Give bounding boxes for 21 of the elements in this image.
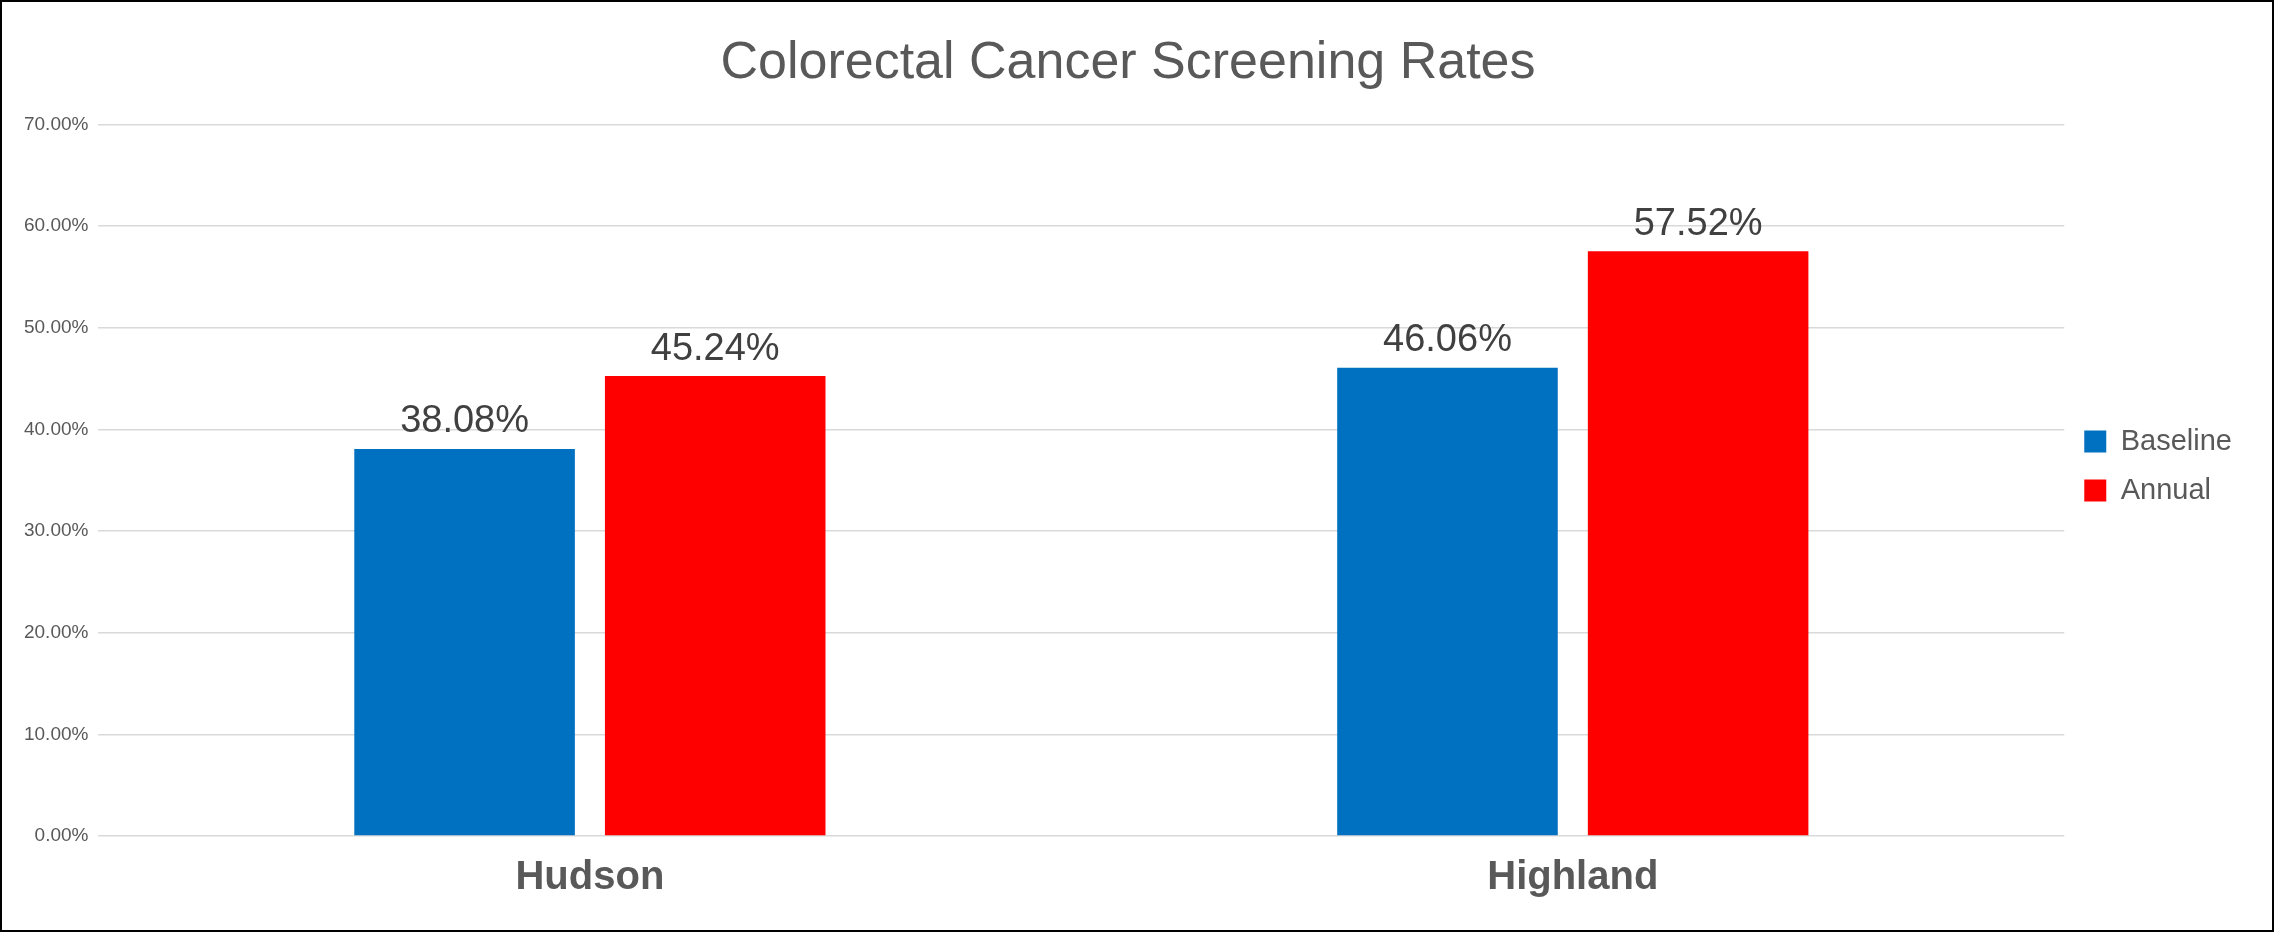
y-tick-label: 10.00% (23, 722, 89, 744)
bar (1337, 367, 1558, 836)
y-tick-label: 60.00% (23, 214, 89, 236)
y-tick-label: 50.00% (23, 315, 89, 337)
bar (1587, 251, 1809, 836)
legend-label: Annual (2120, 472, 2212, 505)
y-tick-label: 20.00% (23, 620, 89, 642)
y-tick-label: 0.00% (34, 824, 89, 846)
y-tick-label: 30.00% (23, 519, 89, 541)
chart-title: Colorectal Cancer Screening Rates (720, 30, 1536, 89)
data-label: 45.24% (650, 325, 780, 368)
x-tick-label: Highland (1487, 853, 1659, 898)
bar (354, 448, 575, 836)
x-tick-label: Hudson (515, 853, 665, 898)
data-label: 46.06% (1383, 317, 1512, 360)
legend-label: Baseline (2120, 423, 2233, 456)
y-tick-label: 40.00% (23, 417, 89, 439)
bar (604, 376, 826, 836)
y-tick-label: 70.00% (23, 112, 89, 134)
data-label: 38.08% (400, 398, 530, 441)
data-label: 57.52% (1633, 200, 1763, 243)
